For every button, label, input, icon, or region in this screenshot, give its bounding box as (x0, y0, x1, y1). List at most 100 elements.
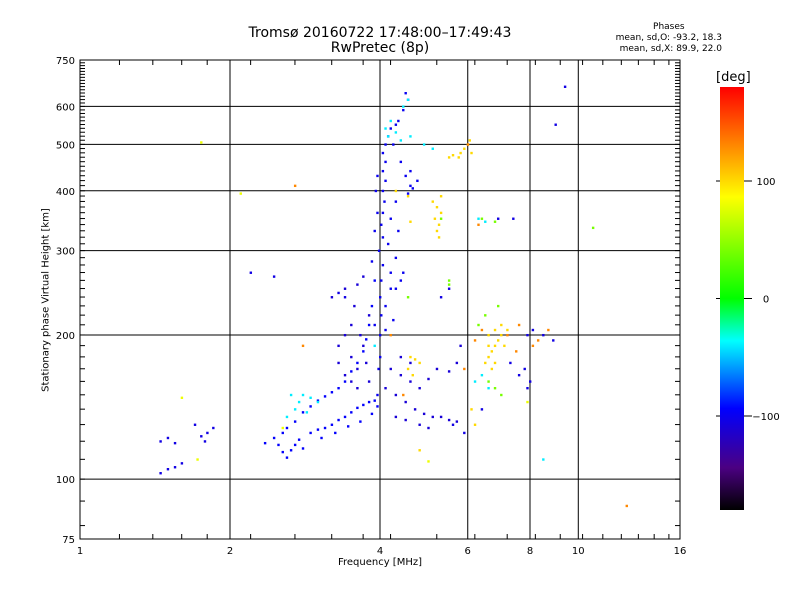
data-point (376, 174, 379, 178)
data-point (591, 226, 595, 230)
data-point (404, 400, 407, 404)
data-point (431, 200, 434, 203)
y-tick-label: 400 (56, 187, 75, 198)
data-point (413, 358, 417, 361)
data-point (373, 323, 376, 327)
data-point (409, 169, 412, 173)
data-point (459, 344, 462, 348)
data-point (384, 179, 387, 183)
data-point (305, 411, 309, 414)
data-point (277, 443, 280, 447)
title-line-2: RwPretec (8p) (330, 40, 430, 56)
data-point (380, 223, 383, 226)
data-point (427, 426, 430, 430)
data-point (389, 217, 392, 220)
data-point (297, 400, 301, 404)
data-point (451, 154, 455, 157)
data-point (399, 139, 403, 142)
data-point (542, 458, 545, 461)
x-tick-label: 16 (674, 546, 687, 557)
data-point (437, 223, 441, 226)
data-point (404, 418, 407, 422)
stats-heading: Phases (653, 22, 685, 32)
data-point (418, 386, 421, 390)
data-point (350, 323, 353, 327)
x-tick-label: 2 (227, 546, 233, 557)
axis-ticks: 1 2 4 6 8 10 16 75 100 200 300 400 500 600 750 (56, 56, 686, 557)
plot-frame (79, 59, 681, 540)
data-point (480, 217, 484, 220)
data-point (447, 279, 451, 282)
data-point (397, 229, 400, 233)
data-point (370, 260, 374, 263)
data-point (406, 195, 410, 198)
data-point (484, 361, 487, 365)
data-point (373, 229, 376, 233)
data-point (289, 449, 293, 452)
phase-colorbar (720, 87, 744, 510)
data-point (625, 504, 628, 508)
data-point (389, 119, 392, 123)
data-point (374, 189, 378, 193)
data-point (500, 393, 503, 397)
data-point (389, 271, 392, 274)
data-point (356, 283, 359, 286)
data-point (362, 350, 365, 353)
y-tick-label: 750 (56, 56, 75, 67)
data-point (285, 415, 289, 419)
data-point (547, 328, 550, 332)
data-point (487, 386, 490, 390)
data-point (463, 367, 466, 371)
data-point (480, 373, 484, 377)
data-point (383, 200, 386, 203)
data-point (301, 447, 305, 450)
data-point (376, 393, 379, 397)
data-point (484, 314, 487, 317)
data-point (330, 296, 334, 299)
data-point (399, 279, 403, 282)
data-point (272, 275, 276, 278)
data-point (301, 344, 305, 348)
data-point (466, 143, 470, 146)
data-point (531, 344, 535, 348)
data-point (394, 123, 398, 126)
stats-o-mode: mean, sd,O: -93.2, 18.3 (615, 33, 722, 43)
data-point (487, 355, 490, 359)
data-point (447, 370, 451, 373)
data-point (379, 333, 382, 337)
x-tick-label: 6 (465, 546, 471, 557)
data-point (343, 296, 347, 299)
data-point (384, 160, 387, 164)
data-point (343, 333, 347, 337)
data-point (289, 393, 293, 397)
data-point (435, 367, 439, 371)
data-point (377, 367, 380, 371)
data-point (212, 426, 215, 430)
data-point (343, 373, 347, 377)
phase-stats: Phases mean, sd,O: -93.2, 18.3 mean, sd,… (616, 22, 722, 55)
data-point (301, 411, 305, 414)
data-point (301, 393, 305, 397)
data-point (323, 395, 327, 398)
data-point (337, 361, 340, 365)
data-point (500, 333, 503, 337)
data-point (431, 147, 434, 150)
data-point (330, 423, 334, 426)
data-point (381, 151, 385, 155)
data-point (359, 420, 362, 423)
data-point (409, 135, 412, 138)
data-point (389, 287, 392, 290)
data-point (249, 271, 253, 274)
data-point (427, 377, 430, 381)
data-point (392, 143, 395, 146)
data-point (180, 462, 184, 465)
data-point (337, 386, 340, 390)
data-point (503, 344, 506, 348)
data-point (356, 386, 359, 390)
data-point (563, 85, 567, 88)
data-point (554, 123, 557, 126)
data-point (455, 361, 459, 365)
data-point (439, 211, 443, 215)
data-point (373, 279, 376, 282)
